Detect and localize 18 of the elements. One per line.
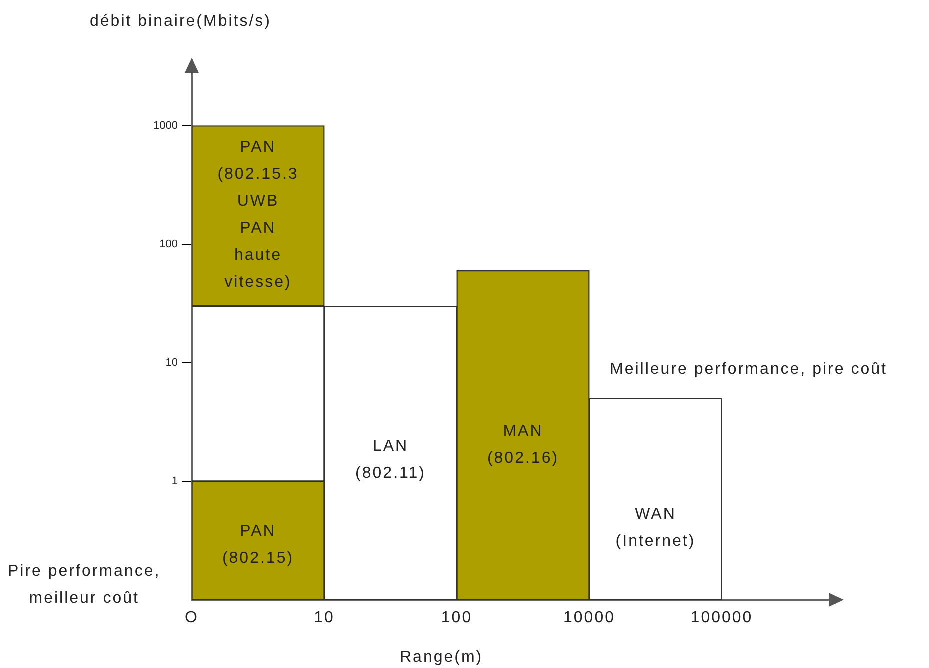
annotation: Meilleure performance, pire coût [610, 360, 888, 380]
x-axis-title: Range(m) [400, 648, 484, 668]
annotation: LAN (802.11) [356, 437, 426, 484]
text: O [185, 608, 199, 628]
y-axis-title: débit binaire(Mbits/s) [90, 12, 272, 32]
annotation: PAN (802.15.3 UWB PAN haute vitesse) [218, 138, 299, 293]
y-tick-label: 1000 [154, 120, 178, 132]
text: 100 [441, 608, 473, 628]
annotation: MAN (802.16) [487, 422, 560, 469]
text: 100000 [690, 608, 754, 628]
text: Pire performance, meilleur coût [8, 562, 161, 609]
y-tick-label: 10 [166, 356, 178, 369]
text: 10000 [564, 608, 616, 628]
y-tick-label: 1 [172, 476, 178, 488]
annotation: PAN (802.15) [222, 522, 294, 569]
text: 10 [314, 608, 335, 628]
y-tick-label: 100 [160, 238, 178, 250]
annotation: WAN (Internet) [616, 505, 696, 552]
